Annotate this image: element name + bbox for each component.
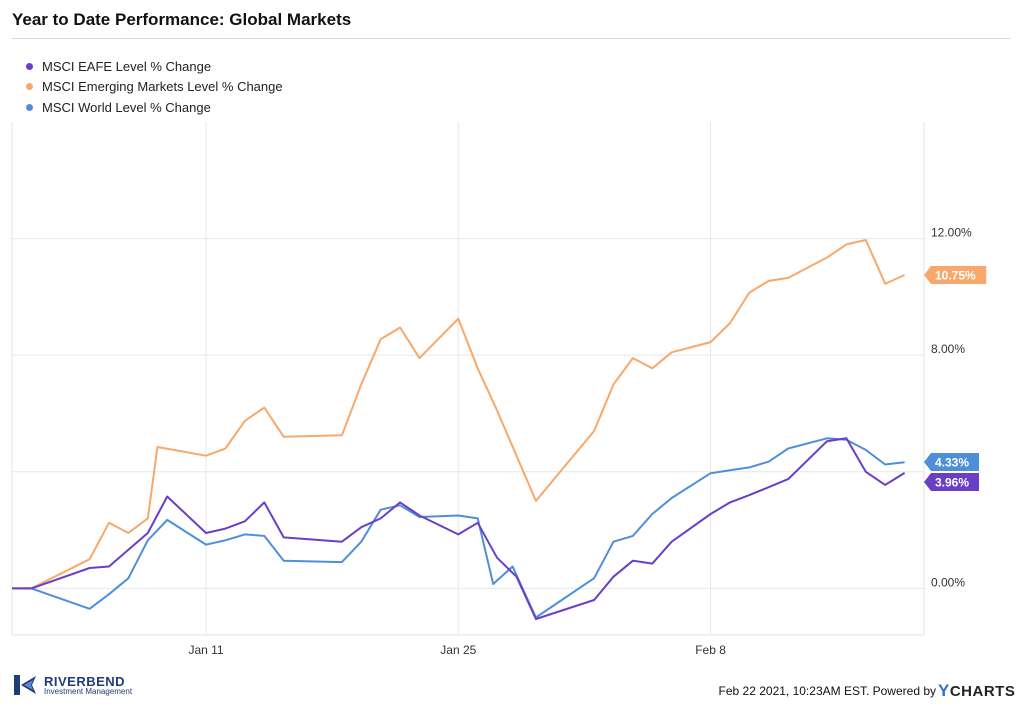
riverbend-logo: RIVERBEND Investment Management bbox=[14, 674, 132, 696]
end-value-label-1: 10.75% bbox=[935, 269, 976, 283]
legend-item-emerging[interactable]: MSCI Emerging Markets Level % Change bbox=[26, 77, 283, 98]
legend-dot-eafe bbox=[26, 62, 33, 70]
y-tick-label: 8.00% bbox=[931, 342, 965, 356]
legend-item-world[interactable]: MSCI World Level % Change bbox=[26, 97, 283, 118]
legend-dot-world bbox=[26, 103, 33, 111]
logo-subtitle: Investment Management bbox=[44, 686, 133, 696]
end-value-tag-2 bbox=[924, 453, 979, 471]
page-title: Year to Date Performance: Global Markets bbox=[12, 10, 352, 29]
timestamp-text: Feb 22 2021, 10:23AM EST. Powered by bbox=[718, 684, 936, 698]
y-tick-label: 12.00% bbox=[931, 226, 972, 240]
end-value-tag-0 bbox=[924, 473, 979, 491]
legend-item-eafe[interactable]: MSCI EAFE Level % Change bbox=[26, 56, 283, 77]
legend-label-eafe: MSCI EAFE Level % Change bbox=[42, 58, 212, 74]
end-value-label-2: 4.33% bbox=[935, 456, 969, 470]
series-line-1 bbox=[12, 239, 906, 590]
riverbend-logo-mark bbox=[14, 675, 36, 695]
ycharts-logo[interactable]: YCHARTS bbox=[938, 681, 1015, 701]
chart-legend: MSCI EAFE Level % Change MSCI Emerging M… bbox=[26, 56, 283, 118]
end-value-label-0: 3.96% bbox=[935, 476, 969, 490]
x-tick-label: Feb 8 bbox=[695, 643, 726, 657]
x-tick-label: Jan 11 bbox=[188, 643, 223, 657]
ycharts-logo-rest: CHARTS bbox=[949, 683, 1016, 700]
legend-dot-emerging bbox=[26, 83, 33, 91]
series-line-2 bbox=[12, 437, 905, 619]
legend-label-emerging: MSCI Emerging Markets Level % Change bbox=[42, 79, 283, 95]
ycharts-logo-y: Y bbox=[938, 681, 950, 700]
logo-name: RIVERBEND bbox=[44, 673, 126, 689]
legend-label-world: MSCI World Level % Change bbox=[42, 99, 211, 115]
series-line-0 bbox=[12, 437, 906, 620]
title-divider bbox=[12, 38, 1010, 39]
end-value-tag-1 bbox=[924, 266, 987, 284]
x-tick-label: Jan 25 bbox=[440, 643, 476, 657]
y-tick-label: 0.00% bbox=[931, 575, 965, 589]
